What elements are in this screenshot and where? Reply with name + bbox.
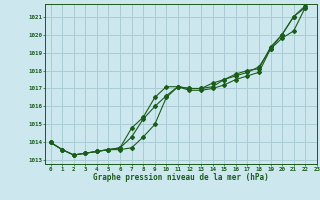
X-axis label: Graphe pression niveau de la mer (hPa): Graphe pression niveau de la mer (hPa) [93, 173, 269, 182]
